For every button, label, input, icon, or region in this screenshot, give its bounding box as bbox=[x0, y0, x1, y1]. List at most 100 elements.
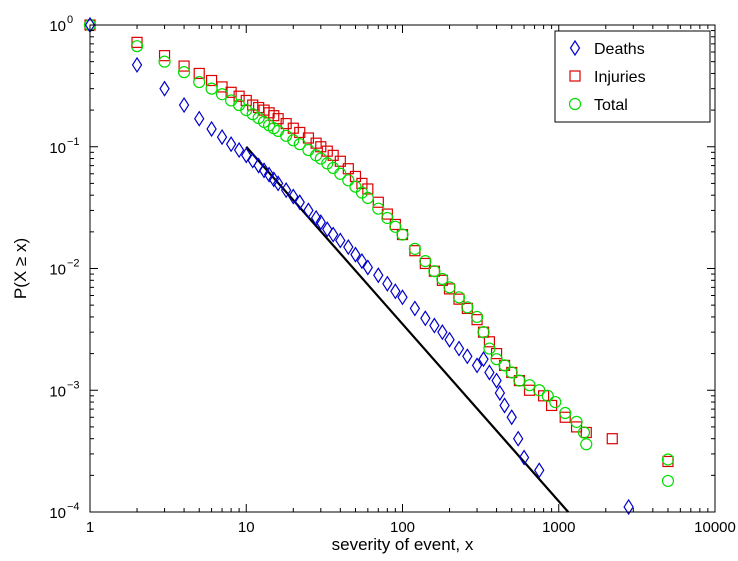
legend-item-total: Total bbox=[568, 97, 628, 114]
deaths-point bbox=[343, 238, 354, 256]
total-point bbox=[541, 389, 554, 402]
y-tick-exponent: 0 bbox=[67, 14, 73, 26]
total-point bbox=[428, 265, 441, 278]
deaths-point bbox=[272, 175, 284, 192]
injuries-point bbox=[559, 411, 571, 423]
total-point bbox=[443, 281, 456, 294]
legend-square-icon bbox=[569, 70, 581, 82]
total-point bbox=[130, 40, 144, 53]
deaths-point bbox=[288, 188, 299, 205]
deaths-point bbox=[225, 136, 237, 153]
deaths-point bbox=[444, 331, 455, 348]
total-point bbox=[549, 395, 562, 409]
injuries-point bbox=[158, 50, 171, 62]
injuries-point bbox=[205, 74, 218, 87]
y-tick-label: 10 bbox=[49, 262, 66, 279]
y-tick-label: 10 bbox=[49, 505, 66, 522]
total-point bbox=[419, 255, 432, 268]
plot-area bbox=[83, 16, 675, 516]
legend-label: Injuries bbox=[594, 69, 646, 86]
x-tick-label: 1 bbox=[86, 519, 94, 536]
deaths-point bbox=[362, 259, 374, 276]
deaths-point bbox=[356, 253, 368, 270]
deaths-point bbox=[534, 462, 545, 479]
total-point bbox=[342, 174, 355, 187]
series-total bbox=[83, 18, 675, 488]
total-point bbox=[408, 242, 421, 255]
total-point bbox=[498, 359, 511, 372]
deaths-point bbox=[397, 289, 408, 306]
y-tick-exponent: −1 bbox=[67, 136, 80, 148]
total-point bbox=[240, 103, 253, 117]
total-point bbox=[287, 134, 300, 147]
deaths-point bbox=[315, 214, 327, 231]
total-point bbox=[205, 82, 218, 95]
y-tick-exponent: −4 bbox=[67, 501, 80, 513]
legend-diamond-icon bbox=[569, 39, 581, 57]
deaths-point bbox=[623, 498, 634, 516]
deaths-point bbox=[294, 194, 305, 211]
total-point bbox=[483, 342, 496, 355]
total-point bbox=[177, 66, 191, 79]
injuries-point bbox=[178, 60, 190, 72]
power-law-fit-line bbox=[245, 146, 570, 513]
injuries-point bbox=[372, 196, 384, 208]
deaths-point bbox=[471, 357, 483, 374]
injuries-point bbox=[483, 336, 496, 348]
total-point bbox=[580, 438, 593, 451]
total-point bbox=[477, 326, 490, 339]
deaths-point bbox=[373, 267, 384, 284]
deaths-point bbox=[462, 348, 473, 365]
deaths-point bbox=[280, 182, 292, 199]
injuries-point bbox=[287, 122, 299, 134]
total-point bbox=[523, 379, 536, 392]
deaths-point bbox=[206, 120, 217, 138]
x-tick-label: 10000 bbox=[694, 519, 736, 536]
total-point bbox=[381, 211, 394, 225]
deaths-point bbox=[453, 340, 465, 357]
deaths-point bbox=[253, 157, 264, 174]
legend-label: Total bbox=[594, 97, 628, 114]
legend-box bbox=[554, 30, 711, 123]
deaths-point bbox=[303, 202, 314, 219]
deaths-point bbox=[350, 246, 361, 263]
deaths-point bbox=[478, 351, 489, 368]
deaths-point bbox=[390, 283, 401, 300]
x-tick-label: 10 bbox=[238, 519, 255, 536]
deaths-point bbox=[484, 364, 495, 381]
deaths-point bbox=[327, 226, 339, 243]
deaths-point bbox=[247, 152, 258, 169]
deaths-point bbox=[263, 166, 275, 183]
total-point bbox=[396, 228, 409, 241]
y-tick-exponent: −2 bbox=[67, 258, 80, 270]
deaths-point bbox=[382, 275, 393, 292]
series-deaths bbox=[84, 16, 634, 516]
deaths-point bbox=[429, 317, 440, 334]
deaths-point bbox=[233, 141, 245, 159]
deaths-point bbox=[216, 129, 228, 146]
x-tick-label: 100 bbox=[390, 519, 415, 536]
total-point bbox=[577, 426, 591, 439]
total-point bbox=[246, 108, 259, 121]
axis-ticks bbox=[89, 25, 715, 513]
deaths-point bbox=[494, 384, 506, 402]
deaths-point bbox=[322, 221, 333, 238]
total-point bbox=[280, 129, 293, 142]
total-point bbox=[533, 384, 546, 397]
y-tick-label: 10 bbox=[49, 140, 66, 157]
deaths-point bbox=[335, 232, 346, 249]
y-axis-label: P(X ≥ x) bbox=[11, 238, 30, 299]
deaths-point bbox=[409, 300, 421, 317]
total-point bbox=[452, 291, 466, 304]
total-point bbox=[389, 220, 402, 233]
legend: Deaths Injuries Total bbox=[554, 30, 711, 123]
x-axis-label: severity of event, x bbox=[332, 535, 474, 554]
deaths-point bbox=[506, 409, 517, 426]
total-point bbox=[513, 374, 526, 387]
total-point bbox=[661, 474, 675, 488]
deaths-point bbox=[159, 80, 170, 97]
deaths-point bbox=[518, 449, 530, 466]
legend-item-injuries: Injuries bbox=[569, 69, 646, 86]
